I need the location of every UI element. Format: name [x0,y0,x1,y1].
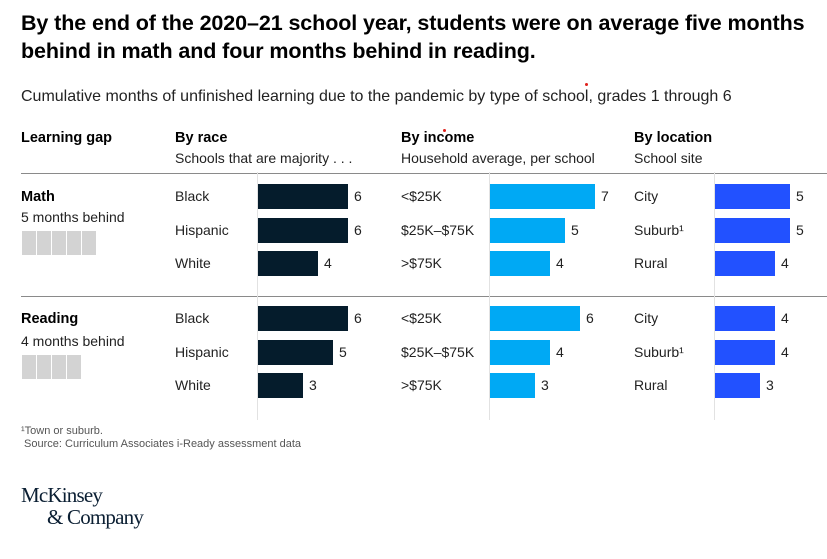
divider-middle [21,296,827,297]
header-by-income: By income [401,130,475,146]
category-label: City [634,188,659,204]
value-label: 4 [781,255,789,271]
value-label: 5 [796,221,804,238]
bar-income [490,217,565,243]
panel-summary-reading: 4 months behind [21,333,125,349]
subheader-by-income: Household average, per school [401,150,595,166]
source-note: Source: Curriculum Associates i-Ready as… [21,438,302,450]
panel-label-reading: Reading [21,311,79,327]
category-label: Hispanic [175,343,229,360]
header-by-location: By location [634,130,713,146]
category-label: $25K–$75K [401,221,475,238]
bar-location [715,339,775,365]
subheader-by-race: Schools that are majority . . . [175,150,353,166]
value-label: 5 [571,221,579,238]
bar-income [490,373,535,398]
gap-square [22,231,36,255]
chart-title: By the end of the 2020–21 school year, s… [21,11,805,63]
bar-race [258,184,348,209]
value-label: 5 [796,188,804,204]
value-label: 3 [766,377,774,393]
value-label: 6 [354,310,362,326]
category-label: City [634,310,659,326]
category-label: <$25K [401,188,442,204]
bar-income [490,306,580,331]
gap-square [52,231,66,255]
value-label: 4 [556,255,564,271]
category-label: Suburb¹ [634,221,684,238]
panel-label-math: Math [21,189,55,205]
axis-baseline-income [489,172,490,420]
value-label: 5 [339,343,347,360]
gap-square [82,231,96,255]
gap-square [67,355,81,379]
category-label: >$75K [401,255,442,271]
value-label: 7 [601,188,609,204]
bar-race [258,251,318,276]
category-label: >$75K [401,377,442,393]
bar-race [258,339,333,365]
value-label: 4 [781,310,789,326]
axis-baseline-race [257,172,258,420]
mckinsey-logo: McKinsey & Company [21,483,144,529]
bar-income [490,184,595,209]
marker-dot [585,83,588,86]
chart-subtitle: Cumulative months of unfinished learning… [21,88,732,105]
gap-square [37,231,51,255]
category-label: Hispanic [175,221,229,238]
footnote: ¹Town or suburb. [21,425,103,437]
category-label: Suburb¹ [634,343,684,360]
bar-race [258,373,303,398]
category-label: <$25K [401,310,442,326]
gap-squares-math [22,231,97,255]
gap-square [22,355,36,379]
gap-squares-reading [22,355,82,379]
value-label: 6 [354,221,362,238]
bar-location [715,217,790,243]
category-label: Black [175,188,210,204]
axis-baseline-location [714,172,715,420]
bar-income [490,251,550,276]
bar-location [715,373,760,398]
category-label: White [175,377,211,393]
category-label: White [175,255,211,271]
divider-top [21,173,827,174]
bar-income [490,339,550,365]
category-label: Black [175,310,210,326]
gap-square [67,231,81,255]
logo-line-2: & Company [47,505,144,529]
category-label: Rural [634,377,668,393]
gap-square [52,355,66,379]
panel-summary-math: 5 months behind [21,209,125,225]
marker-dot [443,129,446,132]
bar-race [258,306,348,331]
bar-location [715,251,775,276]
category-label: $25K–$75K [401,343,475,360]
bar-location [715,306,775,331]
bar-race [258,217,348,243]
category-label: Rural [634,255,668,271]
value-label: 6 [586,310,594,326]
value-label: 3 [541,377,549,393]
header-learning-gap: Learning gap [21,130,113,146]
subheader-by-location: School site [634,150,703,166]
gap-square [37,355,51,379]
value-label: 4 [324,255,332,271]
value-label: 6 [354,188,362,204]
value-label: 4 [781,343,789,360]
logo-line-1: McKinsey [21,483,103,507]
header-by-race: By race [175,130,228,146]
value-label: 4 [556,343,564,360]
value-label: 3 [309,377,317,393]
bar-location [715,184,790,209]
